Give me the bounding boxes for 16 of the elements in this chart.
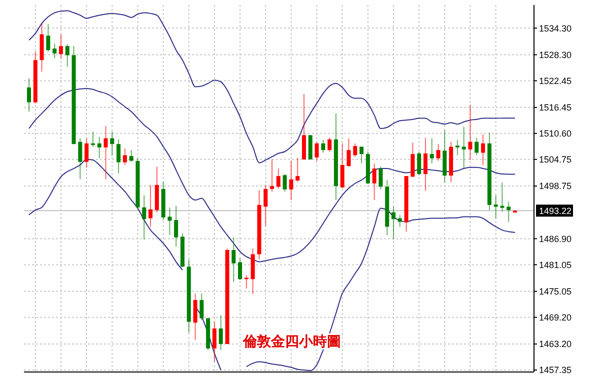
y-tick-label: 1486.90: [539, 234, 572, 244]
y-tick-label: 1534.30: [539, 23, 572, 34]
y-tick-label: 1463.20: [539, 339, 572, 350]
y-tick-label: 1504.75: [539, 154, 572, 165]
y-tick-label: 1516.45: [539, 102, 572, 113]
y-tick-label: 1481.05: [539, 260, 572, 270]
y-tick-label: 1498.75: [539, 181, 572, 192]
line-series: [28, 88, 516, 262]
y-tick-label: 1528.30: [539, 50, 572, 60]
y-tick-label: 1522.45: [539, 76, 572, 86]
y-tick-label: 1457.35: [539, 365, 572, 376]
line-series: [28, 10, 516, 164]
y-tick-label: 1469.20: [539, 312, 572, 322]
y-tick-label: 1510.60: [539, 128, 572, 139]
y-tick-label: 1475.05: [539, 286, 572, 297]
ref-line-label: 1493.22: [539, 206, 572, 216]
